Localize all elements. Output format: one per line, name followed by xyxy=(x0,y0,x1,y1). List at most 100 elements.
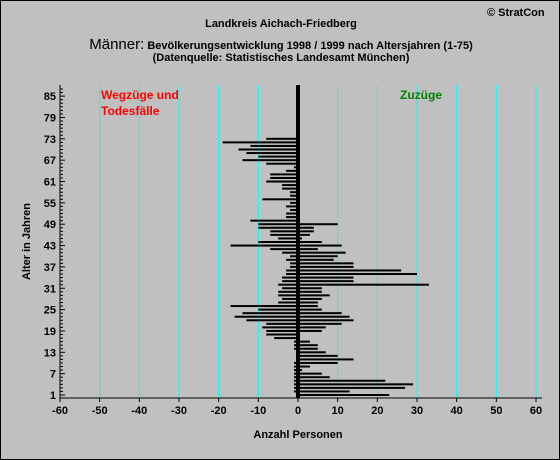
bars-zuzuege xyxy=(298,223,429,396)
bar-wegzuege xyxy=(286,216,298,219)
bar-wegzuege xyxy=(262,198,298,201)
bar-zuzuege xyxy=(298,241,322,243)
bar-zuzuege xyxy=(298,233,310,236)
bar-wegzuege xyxy=(266,322,298,325)
bar-wegzuege xyxy=(278,237,298,240)
bar-wegzuege xyxy=(286,273,298,276)
bar-wegzuege xyxy=(282,276,298,279)
x-tick-label: -60 xyxy=(52,405,68,417)
bar-zuzuege xyxy=(298,251,346,254)
y-tick-label: 1 xyxy=(50,390,56,402)
bar-wegzuege xyxy=(266,329,298,332)
bar-wegzuege xyxy=(242,159,298,162)
bar-wegzuege xyxy=(270,173,298,176)
bar-wegzuege xyxy=(238,148,298,151)
bar-zuzuege xyxy=(298,276,354,279)
bar-zuzuege xyxy=(298,344,318,347)
bar-wegzuege xyxy=(222,141,298,144)
bar-zuzuege xyxy=(298,248,318,251)
bar-wegzuege xyxy=(234,315,298,318)
x-tick-labels: -60 -50 -40 -30 -20 -10 0 10 20 30 40 50 60 xyxy=(52,405,542,417)
bar-wegzuege xyxy=(286,205,298,208)
bar-zuzuege xyxy=(298,394,390,396)
x-tick-label: -30 xyxy=(171,405,187,417)
bar-wegzuege xyxy=(286,212,298,215)
bar-wegzuege xyxy=(278,290,298,293)
bar-zuzuege xyxy=(298,273,417,276)
bar-zuzuege xyxy=(298,255,338,258)
bar-zuzuege xyxy=(298,340,310,343)
annotations: Wegzüge und Todesfälle Zuzüge xyxy=(101,88,442,118)
x-tick-label: -20 xyxy=(211,405,227,417)
y-tick-label: 85 xyxy=(44,91,56,103)
bar-zuzuege xyxy=(298,322,342,325)
bar-wegzuege xyxy=(290,255,298,258)
bar-zuzuege xyxy=(298,230,314,233)
bar-zuzuege xyxy=(298,319,354,322)
bar-wegzuege xyxy=(246,152,298,155)
bar-wegzuege xyxy=(274,337,298,340)
x-tick-label: -40 xyxy=(131,405,147,417)
bar-wegzuege xyxy=(270,176,298,179)
x-tick-label: 10 xyxy=(332,405,344,417)
bar-zuzuege xyxy=(298,301,318,304)
bar-wegzuege xyxy=(266,180,298,183)
x-tick-label: 60 xyxy=(530,405,542,417)
bar-zuzuege xyxy=(298,354,338,357)
bar-wegzuege xyxy=(278,301,298,304)
annotation-wegzuege: Todesfälle xyxy=(101,104,160,118)
x-tick-label: 40 xyxy=(451,405,463,417)
title-description: Bevölkerungsentwicklung 1998 / 1999 nach… xyxy=(144,40,473,52)
bar-wegzuege xyxy=(266,333,298,336)
bar-wegzuege xyxy=(270,248,298,251)
bar-zuzuege xyxy=(298,379,386,382)
bar-zuzuege xyxy=(298,226,314,229)
bar-zuzuege xyxy=(298,283,429,286)
bar-wegzuege xyxy=(258,226,298,229)
bar-zuzuege xyxy=(298,329,322,332)
y-tick-label: 79 xyxy=(44,112,56,124)
x-axis-label: Anzahl Personen xyxy=(253,429,343,441)
bar-wegzuege xyxy=(286,269,298,272)
bar-wegzuege xyxy=(286,169,298,172)
y-tick-label: 37 xyxy=(44,262,56,274)
bar-zuzuege xyxy=(298,308,322,311)
bar-wegzuege xyxy=(230,305,298,308)
bar-wegzuege xyxy=(290,194,298,197)
bar-zuzuege xyxy=(298,290,322,293)
y-tick-label: 67 xyxy=(44,155,56,167)
bar-wegzuege xyxy=(250,144,298,147)
bar-zuzuege xyxy=(298,312,342,315)
x-tick-label: 50 xyxy=(490,405,502,417)
bar-zuzuege xyxy=(298,347,318,350)
bar-zuzuege xyxy=(298,372,322,375)
bar-wegzuege xyxy=(282,184,298,187)
bar-wegzuege xyxy=(246,319,298,322)
bar-zuzuege xyxy=(298,258,334,261)
bar-wegzuege xyxy=(282,251,298,254)
bar-zuzuege xyxy=(298,361,338,364)
bar-zuzuege xyxy=(298,390,350,393)
bar-zuzuege xyxy=(298,297,322,300)
axes xyxy=(59,85,542,402)
bar-wegzuege xyxy=(258,155,298,158)
chart-title: Landkreis Aichach-Friedberg xyxy=(205,18,357,30)
bar-zuzuege xyxy=(298,262,354,265)
y-tick-label: 31 xyxy=(44,283,56,295)
zero-axis xyxy=(296,85,300,398)
bar-wegzuege xyxy=(290,265,298,268)
x-tick-label: -50 xyxy=(92,405,108,417)
bar-zuzuege xyxy=(298,244,342,247)
y-tick-label: 25 xyxy=(44,305,56,317)
chart-subtitle: (Datenquelle: Statistisches Landesamt Mü… xyxy=(152,52,410,64)
bar-wegzuege xyxy=(282,287,298,290)
bar-zuzuege xyxy=(298,358,354,361)
y-tick-label: 19 xyxy=(44,326,56,338)
bar-zuzuege xyxy=(298,351,326,354)
bar-zuzuege xyxy=(298,265,354,268)
x-tick-label: 20 xyxy=(371,405,383,417)
annotation-wegzuege: Wegzüge und xyxy=(101,88,179,102)
bar-wegzuege xyxy=(282,187,298,190)
bar-wegzuege xyxy=(290,208,298,211)
